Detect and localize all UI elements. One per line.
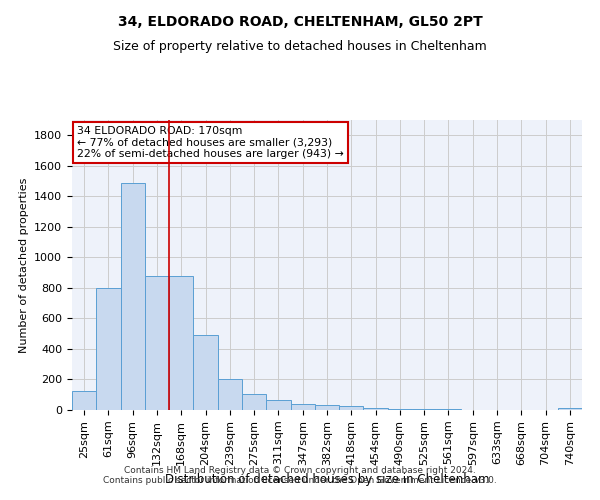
Bar bbox=[193, 335, 218, 410]
Bar bbox=[364, 408, 388, 410]
Bar bbox=[266, 400, 290, 410]
Bar bbox=[218, 378, 242, 410]
Bar bbox=[412, 409, 436, 410]
Bar bbox=[339, 406, 364, 410]
Text: Contains HM Land Registry data © Crown copyright and database right 2024.
Contai: Contains HM Land Registry data © Crown c… bbox=[103, 466, 497, 485]
Bar bbox=[290, 404, 315, 410]
Text: 34 ELDORADO ROAD: 170sqm
← 77% of detached houses are smaller (3,293)
22% of sem: 34 ELDORADO ROAD: 170sqm ← 77% of detach… bbox=[77, 126, 344, 159]
Text: Size of property relative to detached houses in Cheltenham: Size of property relative to detached ho… bbox=[113, 40, 487, 53]
Bar bbox=[315, 404, 339, 410]
Bar bbox=[242, 394, 266, 410]
Bar bbox=[145, 276, 169, 410]
Bar bbox=[72, 391, 96, 410]
Bar bbox=[558, 408, 582, 410]
Bar bbox=[121, 182, 145, 410]
Bar bbox=[388, 409, 412, 410]
X-axis label: Distribution of detached houses by size in Cheltenham: Distribution of detached houses by size … bbox=[165, 473, 489, 486]
Text: 34, ELDORADO ROAD, CHELTENHAM, GL50 2PT: 34, ELDORADO ROAD, CHELTENHAM, GL50 2PT bbox=[118, 15, 482, 29]
Bar bbox=[96, 288, 121, 410]
Y-axis label: Number of detached properties: Number of detached properties bbox=[19, 178, 29, 352]
Bar bbox=[169, 276, 193, 410]
